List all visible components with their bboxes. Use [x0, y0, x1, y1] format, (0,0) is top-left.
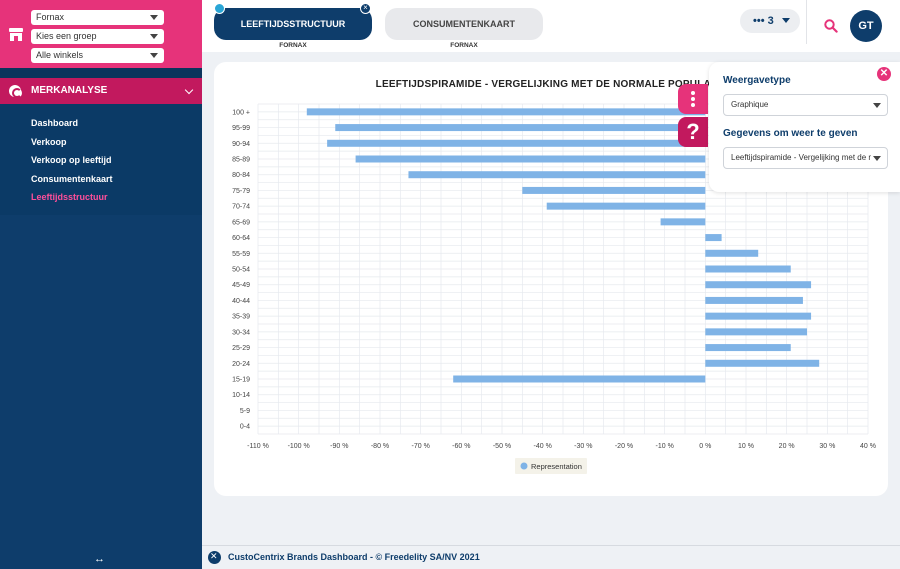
- data-select[interactable]: Leeftijdspiramide - Vergelijking met de …: [723, 147, 888, 169]
- display-settings-panel: ✕ Weergavetype Graphique Gegevens om wee…: [709, 62, 900, 192]
- tab-leeftijdsstructuur[interactable]: LEEFTIJDSSTRUCTUUR: [214, 8, 372, 40]
- chevron-down-icon: [150, 53, 158, 58]
- store-icon: [9, 28, 23, 41]
- sidebar-item-leeftijdsstructuur[interactable]: Leeftijdsstructuur: [31, 192, 108, 202]
- brand-analysis-icon: [9, 85, 22, 98]
- tab-label: LEEFTIJDSSTRUCTUUR: [240, 19, 346, 29]
- section-label: MERKANALYSE: [31, 85, 108, 96]
- top-bar: LEEFTIJDSSTRUCTUUR × FORNAX CONSUMENTENK…: [202, 0, 900, 52]
- sidebar-divider: [0, 68, 202, 78]
- chevron-down-icon: [150, 15, 158, 20]
- display-type-label: Weergavetype: [723, 75, 791, 86]
- chevron-down-icon: [873, 156, 881, 161]
- help-icon: ?: [686, 119, 700, 144]
- tab-sublabel: FORNAX: [450, 42, 478, 49]
- store-select-value: Alle winkels: [36, 50, 84, 60]
- help-button[interactable]: ?: [678, 117, 708, 147]
- divider: [806, 0, 807, 44]
- resize-handle-icon[interactable]: ↔: [94, 553, 105, 565]
- tab-label: CONSUMENTENKAART: [413, 19, 515, 29]
- sidebar-item-verkoop[interactable]: Verkoop: [31, 137, 67, 147]
- sidebar-item-verkoop-op-leeftijd[interactable]: Verkoop op leeftijd: [31, 155, 112, 165]
- search-icon[interactable]: [824, 19, 838, 33]
- store-select[interactable]: Alle winkels: [31, 48, 164, 63]
- tab-consumentenkaart[interactable]: CONSUMENTENKAART: [385, 8, 543, 40]
- group-select[interactable]: Kies een groep: [31, 29, 164, 44]
- close-icon[interactable]: ×: [360, 3, 371, 14]
- more-options-button[interactable]: [678, 84, 708, 114]
- chart-title: LEEFTIJDSPIRAMIDE - VERGELIJKING MET DE …: [375, 79, 727, 90]
- chevron-down-icon: [873, 103, 881, 108]
- group-select-value: Kies een groep: [36, 31, 97, 41]
- data-select-value: Leeftijdspiramide - Vergelijking met de …: [731, 153, 871, 162]
- section-merkanalyse[interactable]: MERKANALYSE: [0, 78, 202, 104]
- open-tabs-count: ••• 3: [753, 15, 774, 27]
- tab-sublabel: FORNAX: [279, 42, 307, 49]
- brand-select[interactable]: Fornax: [31, 10, 164, 25]
- kebab-icon: [691, 91, 695, 95]
- chevron-down-icon: [782, 18, 790, 23]
- brand-select-value: Fornax: [36, 12, 65, 22]
- open-tabs-button[interactable]: ••• 3: [740, 9, 800, 33]
- sidebar-item-consumentenkaart[interactable]: Consumentenkaart: [31, 174, 113, 184]
- avatar[interactable]: GT: [850, 10, 882, 42]
- logo-icon: [208, 551, 221, 564]
- sidebar-nav: Dashboard Verkoop Verkoop op leeftijd Co…: [0, 104, 202, 215]
- sidebar-item-dashboard[interactable]: Dashboard: [31, 118, 79, 128]
- refresh-icon[interactable]: [214, 3, 225, 14]
- display-type-value: Graphique: [731, 100, 769, 109]
- footer-text: CustoCentrix Brands Dashboard - © Freede…: [228, 552, 480, 562]
- chevron-down-icon: [150, 34, 158, 39]
- sidebar: Fornax Kies een groep Alle winkels MERKA…: [0, 0, 202, 569]
- data-select-label: Gegevens om weer te geven: [723, 128, 858, 139]
- sidebar-filters: Fornax Kies een groep Alle winkels: [0, 0, 202, 68]
- footer: CustoCentrix Brands Dashboard - © Freede…: [202, 545, 900, 569]
- display-type-select[interactable]: Graphique: [723, 94, 888, 116]
- chevron-down-icon: [184, 85, 194, 95]
- close-icon[interactable]: ✕: [877, 67, 891, 81]
